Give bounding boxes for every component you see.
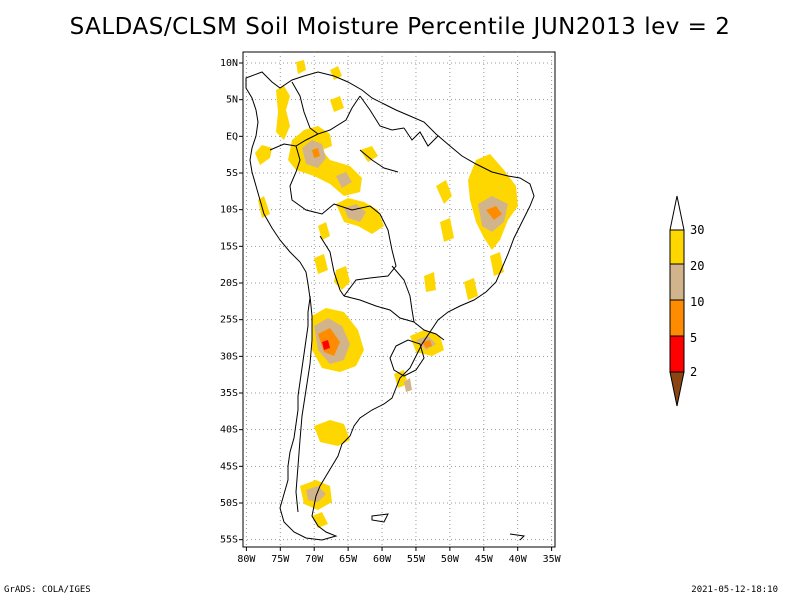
border-uruguay: [389, 339, 425, 377]
lat-label: EQ: [226, 131, 238, 142]
south-georgia: [509, 533, 526, 541]
lat-label: 40S: [220, 425, 238, 436]
patch-amazon-tan-2: [336, 172, 352, 188]
patch-patagonia-north: [314, 420, 350, 446]
border-chile-argentina: [295, 295, 313, 513]
patch-tierra-del-fuego: [312, 512, 328, 528]
coastlines-borders: [245, 71, 535, 541]
lat-label: 45S: [220, 461, 238, 472]
patch-rs-orange: [422, 340, 432, 348]
lon-label: 45W: [475, 554, 494, 565]
border-paraguay-argentina: [343, 295, 415, 323]
patch-western-amazon-orange: [312, 148, 320, 158]
patch-mato-grosso-sul: [424, 272, 436, 292]
falklands: [371, 513, 389, 523]
lon-label: 60W: [373, 554, 392, 565]
border-bolivia: [333, 203, 397, 297]
border-peru-bolivia: [319, 235, 345, 297]
colorbar-above-30: [669, 195, 685, 231]
colorbar-label-2: 2: [690, 365, 697, 379]
lat-label: 10N: [220, 58, 238, 69]
patch-venezuela-north: [330, 66, 342, 80]
border-guianas: [403, 127, 439, 147]
lat-label: 50S: [220, 498, 238, 509]
lon-label: 55W: [407, 554, 426, 565]
patch-peru-coast: [258, 196, 270, 218]
lon-label: 70W: [305, 554, 324, 565]
lon-label: 65W: [339, 554, 358, 565]
lat-label: 5S: [226, 168, 238, 179]
patch-peru-south: [318, 222, 330, 240]
colorbar-10-20: [669, 263, 685, 301]
river-amazon: [359, 149, 399, 173]
patch-minas: [464, 278, 478, 300]
latitude-labels: 10N 5N EQ 5S 10S 15S 20S 25S 30S 35S 40S 45S 50S 55S: [220, 58, 243, 546]
patch-venezuela-south: [330, 96, 344, 112]
patch-bolivia-west: [314, 254, 328, 274]
patch-patagonia-south-tan: [306, 486, 326, 502]
patch-colombia-west: [276, 86, 290, 140]
patch-bahia-south: [490, 252, 504, 276]
lat-label: 25S: [220, 315, 238, 326]
patch-maranhao: [436, 180, 452, 204]
patch-uruguay-tan: [404, 378, 412, 392]
colorbar-5-10: [669, 299, 685, 337]
patch-northeast-brazil-orange: [486, 206, 502, 220]
colorbar-below-2: [669, 371, 685, 407]
colorbar-label-20: 20: [690, 259, 704, 273]
lat-label: 15S: [220, 241, 238, 252]
colorbar-20-30: [669, 229, 685, 265]
lat-label: 30S: [220, 351, 238, 362]
lat-label: 10S: [220, 205, 238, 216]
lat-label: 55S: [220, 535, 238, 546]
colorbar-label-5: 5: [690, 331, 697, 345]
border-paraguay-brazil: [391, 265, 415, 323]
border-peru-brazil: [289, 145, 335, 215]
patch-amazon-north: [360, 146, 378, 162]
lon-label: 80W: [237, 554, 256, 565]
border-colombia-venezuela: [291, 81, 361, 135]
border-venezuela-brazil: [359, 95, 405, 131]
footer-timestamp: 2021-05-12-18:10: [691, 585, 778, 595]
patch-central-argentina-red: [322, 340, 330, 350]
lon-label: 40W: [509, 554, 528, 565]
longitude-labels: 80W 75W 70W 65W 60W 55W 50W 45W 40W 35W: [237, 547, 562, 565]
lat-label: 20S: [220, 278, 238, 289]
patch-central-argentina-orange: [318, 328, 340, 356]
colorbar-label-10: 10: [690, 295, 704, 309]
lat-label: 35S: [220, 388, 238, 399]
continent-outline: [245, 71, 535, 541]
lon-label: 50W: [441, 554, 460, 565]
border-brazil-argentina: [413, 321, 445, 341]
patch-tocantins: [440, 218, 454, 242]
lon-label: 75W: [271, 554, 290, 565]
chart-title: SALDAS/CLSM Soil Moisture Percentile JUN…: [69, 14, 731, 40]
colorbar: 30 20 10 5 2: [669, 195, 704, 407]
patch-ecuador: [255, 145, 272, 165]
patch-venezuela-coast: [296, 60, 306, 74]
map-frame: [242, 51, 556, 548]
footer-grads: GrADS: COLA/IGES: [4, 585, 91, 595]
lat-label: 5N: [226, 95, 238, 106]
colorbar-label-30: 30: [690, 223, 704, 237]
colorbar-2-5: [669, 335, 685, 373]
lon-label: 35W: [543, 554, 562, 565]
